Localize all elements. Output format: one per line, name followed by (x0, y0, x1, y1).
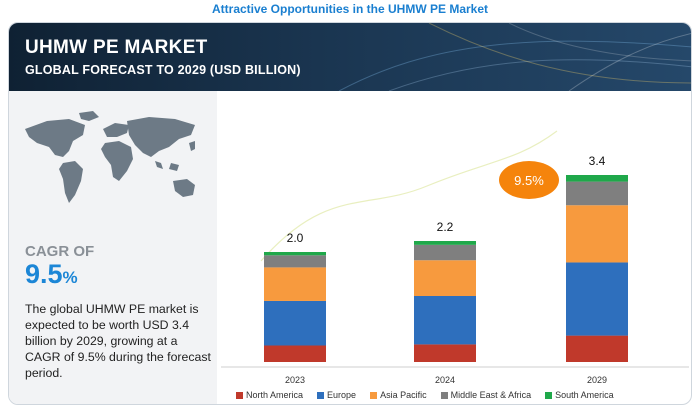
bar-segment-2029-north-america (566, 335, 628, 362)
bar-segment-2024-europe (414, 296, 476, 345)
bar-segment-2023-south-america (264, 252, 326, 256)
bar-segment-2024-middle-east-africa (414, 244, 476, 261)
cagr-callout-text: 9.5% (514, 173, 544, 188)
world-map-icon (25, 111, 195, 203)
summary-panel: CAGR OF 9.5% The global UHMW PE market i… (9, 91, 217, 404)
banner-light-trails (338, 23, 691, 91)
bar-total-label: 2.2 (437, 220, 454, 234)
bar-segment-2029-europe (566, 262, 628, 336)
bar-segment-2029-middle-east-africa (566, 181, 628, 206)
bar-segment-2024-south-america (414, 241, 476, 245)
legend-item: North America (236, 390, 303, 400)
bar-segment-2024-north-america (414, 344, 476, 362)
bar-segment-2024-asia-pacific (414, 260, 476, 296)
bar-total-label: 3.4 (589, 154, 606, 168)
legend-label: Europe (327, 390, 357, 400)
bar-segment-2023-asia-pacific (264, 267, 326, 301)
chart-legend: North America Europe Asia Pacific Middle Ea… (236, 388, 656, 402)
legend-label: Middle East & Africa (450, 390, 532, 400)
x-tick-label: 2024 (435, 375, 455, 385)
legend-item: Europe (317, 390, 356, 400)
legend-swatch (317, 391, 325, 399)
legend-label: South America (555, 390, 614, 400)
x-tick-label: 2023 (285, 375, 305, 385)
legend-label: Asia Pacific (380, 390, 427, 400)
bar-segment-2023-middle-east-africa (264, 255, 326, 268)
infographic-card: UHMW PE MARKET GLOBAL FORECAST TO 2029 (… (8, 22, 692, 405)
legend-swatch (440, 391, 448, 399)
legend-swatch (236, 391, 243, 399)
bar-segment-2023-europe (264, 300, 326, 346)
legend-item: South America (545, 390, 614, 400)
market-title: UHMW PE MARKET (25, 37, 208, 58)
growth-trend-curve (260, 130, 558, 262)
legend-swatch (370, 391, 378, 399)
legend-swatch (545, 391, 553, 399)
legend-item: Middle East & Africa (440, 390, 532, 400)
market-subtitle: GLOBAL FORECAST TO 2029 (USD BILLION) (25, 63, 301, 77)
bar-segment-2029-south-america (566, 175, 628, 182)
cagr-callout: 9.5% (499, 161, 559, 199)
cagr-value: 9.5% (25, 259, 78, 289)
legend-label: North America (246, 390, 304, 400)
page-title: Attractive Opportunities in the UHMW PE … (211, 2, 489, 16)
legend-item: Asia Pacific (370, 390, 427, 400)
bar-total-label: 2.0 (287, 231, 304, 245)
bar-segment-2023-north-america (264, 345, 326, 362)
cagr-label: CAGR OF (25, 243, 95, 260)
header-banner: UHMW PE MARKET GLOBAL FORECAST TO 2029 (… (9, 23, 691, 91)
x-tick-label: 2029 (587, 375, 607, 385)
stacked-bar-chart: 2.0 2023 2.2 2024 3.4 2029 9.5% (221, 130, 689, 385)
bar-segment-2029-asia-pacific (566, 205, 628, 263)
market-description: The global UHMW PE market is expected to… (25, 302, 211, 380)
